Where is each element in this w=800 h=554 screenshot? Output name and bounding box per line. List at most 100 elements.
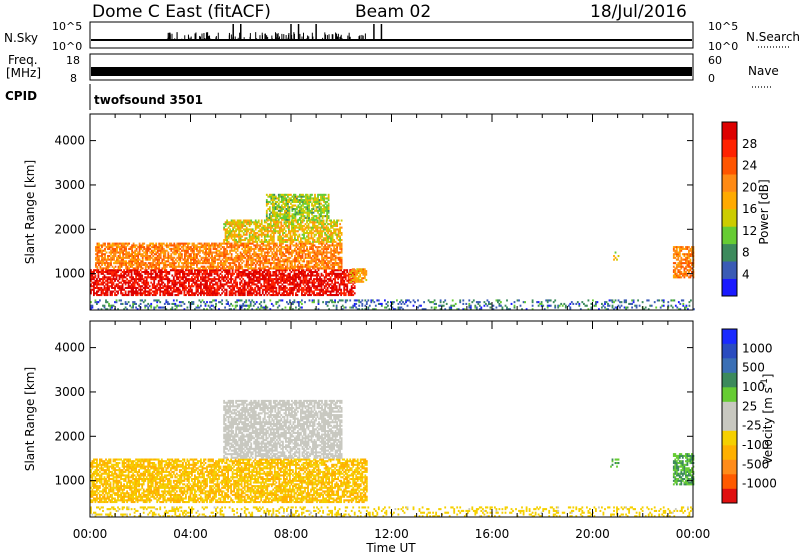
- range-cell: [187, 255, 189, 258]
- range-cell: [226, 251, 229, 254]
- range-cell: [211, 258, 213, 261]
- range-cell: [265, 239, 268, 242]
- range-cell: [165, 285, 168, 288]
- range-cell: [97, 272, 100, 275]
- range-cell: [166, 281, 169, 284]
- range-cell: [101, 256, 103, 259]
- range-cell: [103, 292, 106, 295]
- range-cell: [314, 193, 316, 196]
- range-cell: [234, 283, 237, 286]
- range-cell: [304, 237, 307, 240]
- range-cell: [319, 294, 321, 297]
- range-cell: [338, 283, 341, 286]
- range-cell: [165, 249, 168, 252]
- range-cell: [218, 255, 221, 258]
- range-cell: [162, 265, 165, 268]
- range-cell: [277, 226, 280, 229]
- range-cell: [181, 265, 183, 268]
- range-cell: [102, 271, 104, 274]
- range-cell: [346, 269, 349, 272]
- range-cell: [165, 265, 168, 268]
- range-cell: [154, 274, 157, 277]
- range-cell: [209, 247, 212, 250]
- range-cell: [307, 294, 309, 297]
- range-cell: [154, 292, 157, 295]
- range-cell: [333, 223, 336, 226]
- range-cell: [328, 228, 331, 231]
- range-cell: [108, 276, 110, 279]
- range-cell: [312, 244, 314, 247]
- range-cell: [288, 215, 291, 218]
- range-cell: [114, 249, 117, 252]
- range-cell: [277, 249, 280, 252]
- range-cell: [277, 258, 280, 261]
- range-cell: [251, 221, 254, 224]
- range-cell: [296, 206, 298, 209]
- range-cell: [318, 233, 320, 236]
- range-cell: [251, 230, 254, 233]
- range-cell: [351, 270, 354, 273]
- range-cell: [135, 269, 138, 272]
- range-cell: [153, 244, 156, 247]
- range-cell: [340, 242, 343, 245]
- range-cell: [301, 240, 304, 243]
- range-cell: [333, 228, 336, 231]
- range-cell: [275, 249, 278, 252]
- range-cell: [239, 237, 242, 240]
- range-cell: [313, 240, 316, 243]
- range-cell: [285, 218, 288, 221]
- range-cell: [309, 267, 311, 270]
- range-cell: [242, 294, 245, 297]
- range-cell: [236, 242, 239, 245]
- range-cell: [138, 262, 141, 265]
- range-cell: [300, 249, 302, 252]
- range-cell: [122, 258, 125, 261]
- range-cell: [310, 247, 313, 250]
- range-cell: [324, 206, 327, 209]
- range-cell: [296, 272, 299, 275]
- range-cell: [150, 262, 153, 265]
- range-cell: [334, 262, 337, 265]
- range-cell: [245, 258, 248, 261]
- range-cell: [315, 202, 318, 205]
- range-cell: [235, 233, 238, 236]
- range-cell: [215, 271, 217, 274]
- range-cell: [298, 269, 300, 272]
- range-cell: [324, 237, 327, 240]
- range-cell: [312, 206, 315, 209]
- range-cell: [333, 239, 336, 242]
- range-cell: [132, 286, 135, 289]
- range-cell: [239, 221, 242, 224]
- range-cell: [194, 262, 197, 265]
- range-cell: [292, 286, 294, 289]
- range-cell: [174, 253, 177, 256]
- range-cell: [97, 283, 100, 286]
- range-cell: [204, 279, 207, 282]
- range-cell: [226, 242, 229, 245]
- range-cell: [285, 251, 287, 254]
- range-cell: [289, 292, 291, 295]
- range-cell: [312, 199, 315, 202]
- range-cell: [260, 253, 263, 256]
- range-cell: [127, 290, 130, 293]
- range-cell: [241, 265, 244, 268]
- range-cell: [185, 281, 187, 284]
- range-cell: [137, 262, 140, 265]
- range-cell: [277, 206, 280, 209]
- range-cell: [283, 276, 285, 279]
- range-cell: [310, 256, 313, 259]
- range-cell: [96, 246, 99, 249]
- range-cell: [114, 294, 116, 297]
- range-cell: [299, 193, 301, 196]
- range-cell: [288, 216, 291, 219]
- range-cell: [171, 274, 174, 277]
- range-cell: [162, 263, 165, 266]
- range-cell: [239, 219, 242, 222]
- range-cell: [288, 223, 290, 226]
- range-cell: [207, 276, 210, 279]
- range-cell: [322, 237, 325, 240]
- range-cell: [141, 271, 144, 274]
- range-cell: [297, 218, 300, 221]
- range-cell: [161, 247, 164, 250]
- range-cell: [215, 242, 218, 245]
